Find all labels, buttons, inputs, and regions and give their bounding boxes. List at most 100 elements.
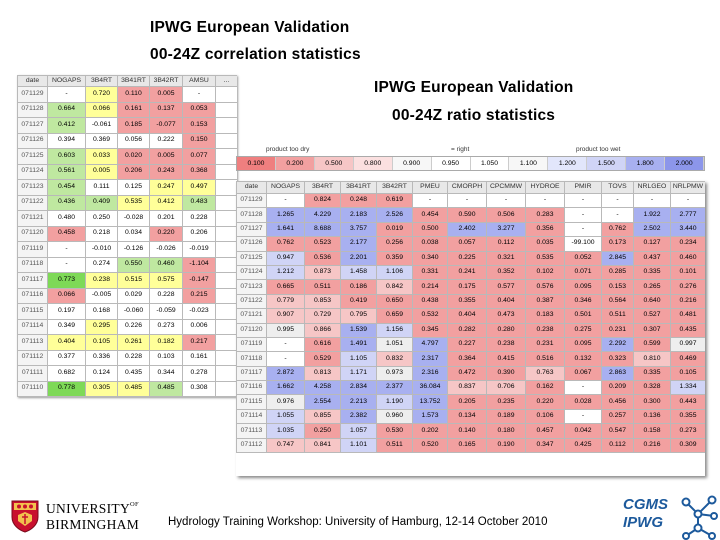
correlation-cell: -0.026 bbox=[149, 241, 183, 258]
ratio-cell: 13.752 bbox=[412, 394, 448, 410]
ratio-cell: 2.201 bbox=[340, 250, 377, 266]
correlation-cell: 0.515 bbox=[117, 272, 150, 289]
ratio-cell: 1.106 bbox=[376, 264, 413, 281]
table-row: 071122 0.779 0.853 0.419 0.650 0.438 0.355 0.40… bbox=[236, 293, 705, 310]
ratio-cell: 1.641 bbox=[266, 221, 305, 238]
uob-name-line2: BIRMINGHAM bbox=[46, 517, 140, 532]
network-nodes-icon bbox=[681, 495, 718, 540]
ratio-cell: - bbox=[601, 207, 634, 223]
ratio-cell: 1.057 bbox=[340, 423, 377, 439]
correlation-cell: 0.005 bbox=[149, 86, 183, 103]
correlation-cell: 0.247 bbox=[149, 179, 183, 196]
ratio-cell: 0.158 bbox=[633, 423, 671, 439]
ratio-cell: 0.257 bbox=[601, 408, 634, 425]
ratio-cell: 0.356 bbox=[525, 221, 565, 238]
correlation-cell: 0.127 bbox=[85, 396, 118, 397]
correlation-cell: 0.197 bbox=[47, 303, 86, 320]
legend-swatch: 2.000 bbox=[665, 157, 705, 170]
correlation-cell bbox=[215, 334, 237, 351]
correlation-cell bbox=[215, 194, 237, 211]
correlation-cell bbox=[215, 101, 237, 118]
ratio-cell: 0.873 bbox=[304, 264, 341, 281]
table-row: 071128 0.664 0.066 0.161 0.137 0.053 bbox=[17, 101, 237, 118]
correlation-cell: - bbox=[47, 256, 86, 273]
ratio-cell: 0.837 bbox=[447, 380, 487, 396]
correlation-cell: 0.182 bbox=[149, 334, 183, 351]
correlation-cell: 0.278 bbox=[182, 365, 216, 382]
ratio-cell: 0.599 bbox=[633, 336, 671, 353]
ratio-cell: 071112 bbox=[236, 437, 267, 454]
legend-swatch: 1.050 bbox=[470, 157, 510, 170]
ratio-cell: 071119 bbox=[236, 336, 267, 353]
ratio-cell: 0.619 bbox=[376, 192, 413, 209]
ratio-cell: - bbox=[447, 192, 487, 209]
table-row: 071127 0.412 -0.061 0.185 -0.077 0.153 bbox=[17, 117, 237, 134]
ratio-cell: - bbox=[564, 192, 602, 209]
correlation-cell: 0.305 bbox=[85, 380, 118, 397]
ratio-cell: - bbox=[564, 380, 602, 396]
correlation-cell: 071112 bbox=[17, 349, 48, 366]
ratio-cell: 2.382 bbox=[340, 408, 377, 425]
correlation-cell: 0.137 bbox=[149, 101, 183, 118]
ratio-cell: 2.292 bbox=[601, 336, 634, 353]
ratio-cell: 1.190 bbox=[376, 394, 413, 410]
correlation-cell: - bbox=[47, 86, 86, 103]
correlation-cell: 071110 bbox=[17, 380, 48, 397]
table-row: 071111 0.682 0.124 0.435 0.344 0.278 bbox=[17, 365, 237, 382]
correlation-cell: 0.460 bbox=[149, 256, 183, 273]
correlation-cell bbox=[215, 117, 237, 134]
ratio-cell: 0.842 bbox=[376, 279, 413, 295]
ratio-table-header: date NOGAPS 3B4RT 3B41RT 3B42RT PMEU CMORPH CPC… bbox=[236, 181, 705, 194]
correlation-cell: 0.103 bbox=[149, 349, 183, 366]
correlation-cell: 0.029 bbox=[117, 287, 150, 304]
ratio-cell: 2.845 bbox=[601, 250, 634, 266]
ratio-table-body: 071129-0.824 0.248 0.619- - - - - - - -071128 1.26… bbox=[236, 192, 705, 454]
ratio-cell: 2.554 bbox=[304, 394, 341, 410]
correlation-cell: 0.222 bbox=[149, 132, 183, 149]
ratio-cell: 0.285 bbox=[601, 264, 634, 281]
ratio-cell: 071121 bbox=[236, 308, 267, 324]
correlation-cell bbox=[215, 148, 237, 165]
ratio-cell: 0.028 bbox=[564, 394, 602, 410]
ratio-cell: 0.437 bbox=[633, 250, 671, 266]
ratio-cell: 0.650 bbox=[376, 293, 413, 310]
correlation-cell: -0.061 bbox=[85, 117, 118, 134]
correlation-cell: 0.483 bbox=[182, 194, 216, 211]
ratio-cell: 0.907 bbox=[266, 308, 305, 324]
table-row: 071125 0.947 0.536 2.201 0.359 0.340 0.225 0.32… bbox=[236, 250, 705, 266]
ratio-cell: 2.872 bbox=[266, 365, 305, 382]
correlation-cell: 0.033 bbox=[85, 148, 118, 165]
ratio-cell: 0.112 bbox=[486, 236, 526, 252]
correlation-cell: 071129 bbox=[17, 86, 48, 103]
correlation-cell: 0.066 bbox=[85, 101, 118, 118]
ratio-cell: 2.526 bbox=[376, 207, 413, 223]
ratio-cell: 0.235 bbox=[486, 394, 526, 410]
ratio-cell: 0.283 bbox=[525, 207, 565, 223]
ratio-cell: 0.995 bbox=[266, 322, 305, 338]
ratio-cell: 0.225 bbox=[447, 250, 487, 266]
correlation-cell: 0.485 bbox=[149, 380, 183, 397]
ratio-color-legend: product too dry = right product too wet … bbox=[236, 144, 705, 174]
table-row: 071120 0.995 0.866 1.539 1.156 0.345 0.282 0.28… bbox=[236, 322, 705, 338]
ratio-cell: 0.355 bbox=[447, 293, 487, 310]
table-row: 071126 0.394 0.369 0.056 0.222 0.150 bbox=[17, 132, 237, 149]
ratio-cell: 0.457 bbox=[525, 423, 565, 439]
ratio-cell: 0.866 bbox=[304, 322, 341, 338]
ratio-header-2: 3B4RT bbox=[304, 181, 341, 194]
ratio-cell: 0.547 bbox=[601, 423, 634, 439]
ratio-cell: 0.282 bbox=[447, 322, 487, 338]
correlation-cell bbox=[215, 318, 237, 335]
correlation-cell: 071114 bbox=[17, 318, 48, 335]
ratio-cell: 0.387 bbox=[525, 293, 565, 310]
correlation-cell: 0.454 bbox=[47, 179, 86, 196]
legend-swatch: 0.950 bbox=[431, 157, 471, 170]
correlation-cell: 0.336 bbox=[85, 349, 118, 366]
ratio-cell: 071122 bbox=[236, 293, 267, 310]
correlation-table-panel: date NOGAPS 3B4RT 3B41RT 3B42RT AMSU... 07112… bbox=[17, 75, 237, 397]
correlation-cell: 0.124 bbox=[85, 365, 118, 382]
ratio-cell: 0.813 bbox=[304, 365, 341, 382]
ratio-header-6: CMORPH bbox=[447, 181, 487, 194]
ratio-cell: 1.051 bbox=[376, 336, 413, 353]
ratio-cell: 0.095 bbox=[564, 279, 602, 295]
correlation-cell: 0.773 bbox=[47, 272, 86, 289]
